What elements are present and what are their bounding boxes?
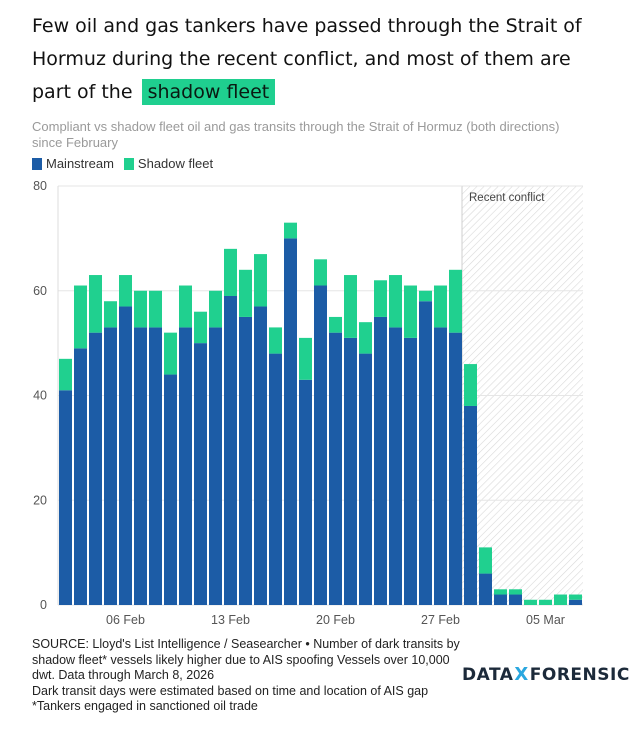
bar-mainstream-24 [404,337,417,605]
bar-mainstream-6 [134,327,147,605]
bar-mainstream-22 [374,316,387,605]
bar-shadow-15 [269,327,282,354]
x-tick-label: 20 Feb [316,613,355,627]
bar-shadow-19 [329,316,342,333]
bar-mainstream-11 [209,327,222,605]
bar-mainstream-17 [299,379,312,605]
source-line-3: *Tankers engaged in sanctioned oil trade [32,699,258,713]
stacked-bar-chart: Recent conflict 0 20 40 60 80 06 Feb 13 Feb 20 F… [33,179,583,627]
bar-mainstream-21 [359,353,372,605]
bar-shadow-20 [344,275,357,338]
legend-item-mainstream: Mainstream [32,156,114,171]
logo-x-mark: X [514,664,529,685]
x-tick-label: 13 Feb [211,613,250,627]
bar-mainstream-20 [344,337,357,605]
chart-subtitle: Compliant vs shadow fleet oil and gas tr… [32,119,560,150]
bar-mainstream-5 [119,306,132,605]
bar-mainstream-1 [59,390,72,605]
chart-title-text: Few oil and gas tankers have passed thro… [32,15,582,103]
legend-label-shadow: Shadow fleet [137,156,214,171]
bar-shadow-28 [464,364,477,406]
bar-shadow-30 [494,589,507,595]
bar-mainstream-35 [569,599,582,605]
bar-mainstream-19 [329,332,342,605]
legend-item-shadow: Shadow fleet [123,156,214,171]
bar-shadow-5 [119,275,132,307]
bar-mainstream-23 [389,327,402,605]
bar-mainstream-10 [194,343,207,605]
bar-mainstream-8 [164,374,177,605]
bar-mainstream-2 [74,348,87,605]
bar-shadow-22 [374,280,387,317]
bar-mainstream-12 [224,295,237,605]
bar-shadow-7 [149,290,162,328]
bar-mainstream-27 [449,332,462,605]
bar-shadow-12 [224,248,237,296]
bar-shadow-18 [314,259,327,286]
bar-shadow-27 [449,269,462,333]
bar-mainstream-28 [464,405,477,605]
bar-shadow-6 [134,290,147,328]
chart-title: Few oil and gas tankers have passed thro… [32,10,612,109]
logo-text-forensics: FORENSICS [529,664,631,685]
bar-mainstream-31 [509,594,522,605]
y-tick-label: 20 [33,493,47,507]
bar-mainstream-14 [254,306,267,605]
bar-shadow-1 [59,358,72,391]
x-tick-label: 27 Feb [421,613,460,627]
bar-shadow-35 [569,594,582,600]
bar-shadow-31 [509,589,522,595]
bar-shadow-13 [239,269,252,317]
bar-shadow-26 [434,285,447,328]
bar-mainstream-7 [149,327,162,605]
bar-shadow-21 [359,322,372,354]
bar-mainstream-18 [314,285,327,605]
bar-mainstream-26 [434,327,447,605]
legend-label-mainstream: Mainstream [46,156,114,171]
bar-mainstream-3 [89,332,102,605]
bar-shadow-25 [419,290,432,302]
bar-shadow-3 [89,275,102,333]
y-tick-label: 60 [33,284,47,298]
bar-shadow-11 [209,290,222,328]
brand-logo: DATA X FORENSICS [462,664,631,685]
bar-mainstream-16 [284,238,297,605]
chart-title-highlight: shadow fleet [141,79,276,105]
bar-shadow-4 [104,301,117,328]
bar-shadow-16 [284,222,297,239]
bar-shadow-32 [524,599,537,605]
logo-text-data: DATA [462,664,514,685]
bar-mainstream-4 [104,327,117,605]
bar-shadow-8 [164,332,177,375]
bar-mainstream-13 [239,316,252,605]
source-note: SOURCE: Lloyd's List Intelligence / Seas… [32,637,462,715]
bar-mainstream-29 [479,573,492,605]
bar-mainstream-30 [494,594,507,605]
bar-shadow-33 [539,599,552,605]
bar-shadow-10 [194,311,207,344]
conflict-label: Recent conflict [469,192,545,204]
bar-shadow-14 [254,254,267,307]
bar-shadow-29 [479,547,492,574]
legend-swatch-shadow [123,157,134,170]
bar-mainstream-25 [419,301,432,605]
bar-shadow-34 [554,594,567,605]
bar-mainstream-15 [269,353,282,605]
y-tick-label: 80 [33,179,47,193]
legend-swatch-mainstream [32,157,42,170]
bar-shadow-17 [299,337,312,380]
bar-shadow-9 [179,285,192,328]
x-tick-label: 05 Mar [526,613,565,627]
y-tick-label: 40 [33,389,47,403]
source-line-1: SOURCE: Lloyd's List Intelligence / Seas… [32,637,460,682]
bar-shadow-24 [404,285,417,338]
bar-mainstream-9 [179,327,192,605]
bar-shadow-2 [74,285,87,349]
x-tick-label: 06 Feb [106,613,145,627]
source-line-2: Dark transit days were estimated based o… [32,683,429,698]
y-tick-label: 0 [40,598,47,612]
bar-shadow-23 [389,275,402,328]
legend: Mainstream Shadow fleet [32,156,213,171]
